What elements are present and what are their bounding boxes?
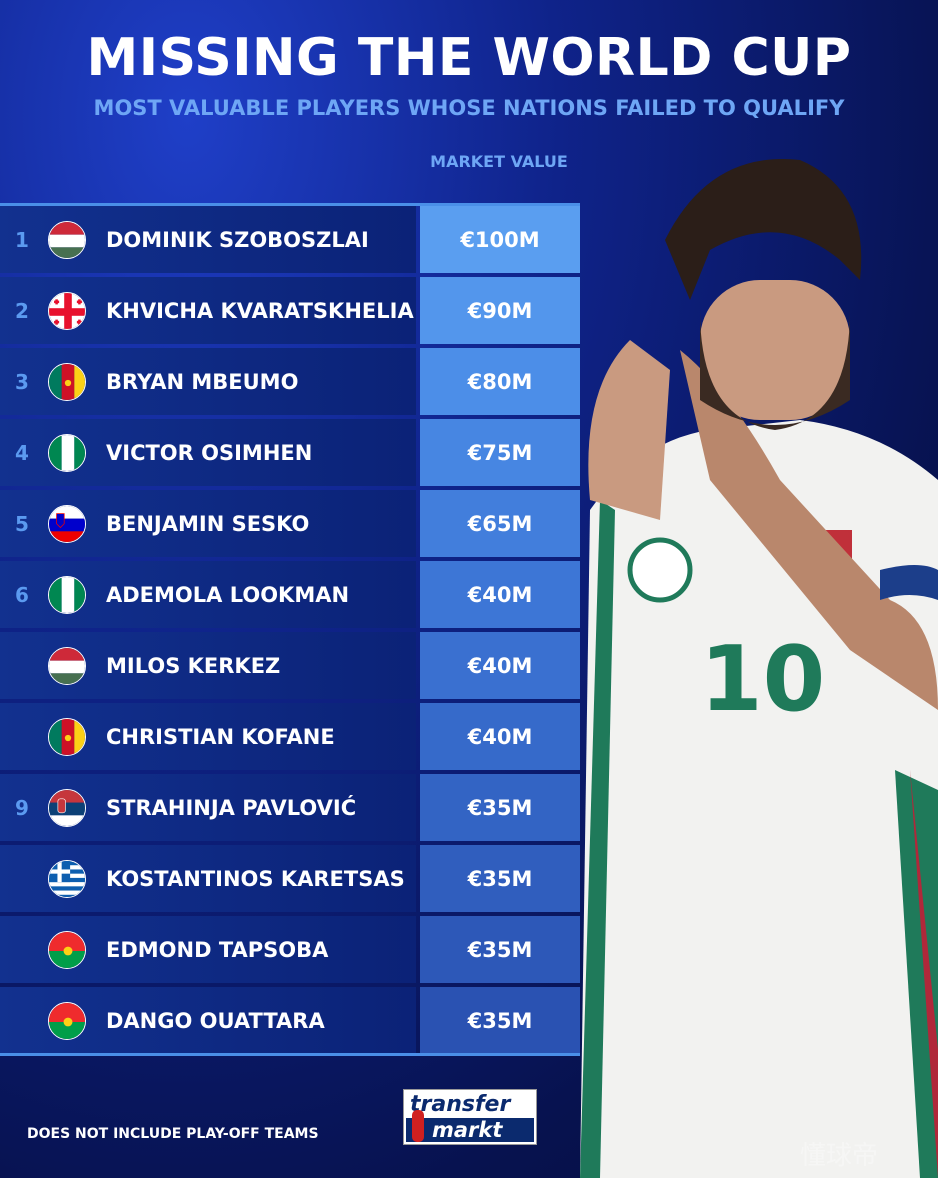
- flag-slovenia-icon: [48, 504, 86, 543]
- flag-serbia-icon: [48, 788, 86, 827]
- market-value: €75M: [420, 419, 580, 486]
- flag-cameroon-icon: [48, 717, 86, 756]
- player-cell: EDMOND TAPSOBA: [0, 916, 416, 983]
- player-photo: 10: [580, 159, 938, 1178]
- rank: 6: [15, 582, 29, 607]
- market-value: €35M: [420, 987, 580, 1054]
- rank: 9: [15, 795, 29, 820]
- player-row: KOSTANTINOS KARETSAS €35M: [0, 845, 580, 916]
- player-name: BRYAN MBEUMO: [106, 369, 299, 394]
- player-name: KOSTANTINOS KARETSAS: [106, 866, 405, 891]
- rank: 1: [15, 227, 29, 252]
- market-value-header: MARKET VALUE: [430, 152, 568, 171]
- player-row: 3 BRYAN MBEUMO €80M: [0, 348, 580, 419]
- player-row: 4 VICTOR OSIMHEN €75M: [0, 419, 580, 490]
- player-name: DOMINIK SZOBOSZLAI: [106, 227, 369, 252]
- market-value: €100M: [420, 206, 580, 273]
- market-value: €35M: [420, 845, 580, 912]
- player-name: ADEMOLA LOOKMAN: [106, 582, 350, 607]
- page-subtitle: MOST VALUABLE PLAYERS WHOSE NATIONS FAIL…: [93, 96, 845, 120]
- player-name: CHRISTIAN KOFANE: [106, 724, 335, 749]
- market-value: €35M: [420, 774, 580, 841]
- watermark: 懂球帝: [800, 1141, 879, 1171]
- flag-hungary-icon: [48, 220, 86, 259]
- player-row: 1 DOMINIK SZOBOSZLAI €100M: [0, 206, 580, 277]
- player-cell: 4 VICTOR OSIMHEN: [0, 419, 416, 486]
- flag-nigeria-icon: [48, 575, 86, 614]
- player-cell: 3 BRYAN MBEUMO: [0, 348, 416, 415]
- player-name: STRAHINJA PAVLOVIĆ: [106, 795, 357, 820]
- flag-greece-icon: [48, 859, 86, 898]
- logo-text-transfer: transfer: [410, 1092, 511, 1117]
- player-cell: CHRISTIAN KOFANE: [0, 703, 416, 770]
- player-name: VICTOR OSIMHEN: [106, 440, 313, 465]
- market-value: €40M: [420, 561, 580, 628]
- market-value: €90M: [420, 277, 580, 344]
- divider: [0, 203, 580, 206]
- player-cell: 1 DOMINIK SZOBOSZLAI: [0, 206, 416, 273]
- rank: 5: [15, 511, 29, 536]
- player-cell: DANGO OUATTARA: [0, 987, 416, 1054]
- player-name: DANGO OUATTARA: [106, 1008, 325, 1033]
- player-row: 9 STRAHINJA PAVLOVIĆ €35M: [0, 774, 580, 845]
- player-silhouette-icon: [412, 1110, 424, 1142]
- market-value: €65M: [420, 490, 580, 557]
- rank: 3: [15, 369, 29, 394]
- player-name: EDMOND TAPSOBA: [106, 937, 329, 962]
- logo-text-markt: markt: [406, 1118, 534, 1142]
- flag-nigeria-icon: [48, 433, 86, 472]
- market-value: €80M: [420, 348, 580, 415]
- player-cell: KOSTANTINOS KARETSAS: [0, 845, 416, 912]
- footer-note: DOES NOT INCLUDE PLAY-OFF TEAMS: [27, 1126, 319, 1142]
- player-row: 6 ADEMOLA LOOKMAN €40M: [0, 561, 580, 632]
- rank: 2: [15, 298, 29, 323]
- player-cell: MILOS KERKEZ: [0, 632, 416, 699]
- player-table: 1 DOMINIK SZOBOSZLAI €100M 2 KHVICHA KVA…: [0, 206, 580, 1058]
- flag-burkina-faso-icon: [48, 930, 86, 969]
- market-value: €40M: [420, 632, 580, 699]
- flag-georgia-icon: [48, 291, 86, 330]
- svg-text:10: 10: [700, 627, 825, 732]
- player-name: BENJAMIN SESKO: [106, 511, 310, 536]
- market-value: €40M: [420, 703, 580, 770]
- player-row: MILOS KERKEZ €40M: [0, 632, 580, 703]
- player-row: 2 KHVICHA KVARATSKHELIA €90M: [0, 277, 580, 348]
- flag-hungary-icon: [48, 646, 86, 685]
- player-cell: 2 KHVICHA KVARATSKHELIA: [0, 277, 416, 344]
- player-row: 5 BENJAMIN SESKO €65M: [0, 490, 580, 561]
- divider: [0, 1053, 580, 1056]
- player-row: CHRISTIAN KOFANE €40M: [0, 703, 580, 774]
- player-cell: 5 BENJAMIN SESKO: [0, 490, 416, 557]
- player-name: KHVICHA KVARATSKHELIA: [106, 298, 414, 323]
- player-cell: 9 STRAHINJA PAVLOVIĆ: [0, 774, 416, 841]
- rank: 4: [15, 440, 29, 465]
- transfermarkt-logo: transfer markt: [403, 1089, 537, 1145]
- market-value: €35M: [420, 916, 580, 983]
- player-cell: 6 ADEMOLA LOOKMAN: [0, 561, 416, 628]
- page-title: MISSING THE WORLD CUP: [86, 28, 852, 88]
- flag-cameroon-icon: [48, 362, 86, 401]
- player-row: EDMOND TAPSOBA €35M: [0, 916, 580, 987]
- player-name: MILOS KERKEZ: [106, 653, 281, 678]
- player-row: DANGO OUATTARA €35M: [0, 987, 580, 1058]
- flag-burkina-faso-icon: [48, 1001, 86, 1040]
